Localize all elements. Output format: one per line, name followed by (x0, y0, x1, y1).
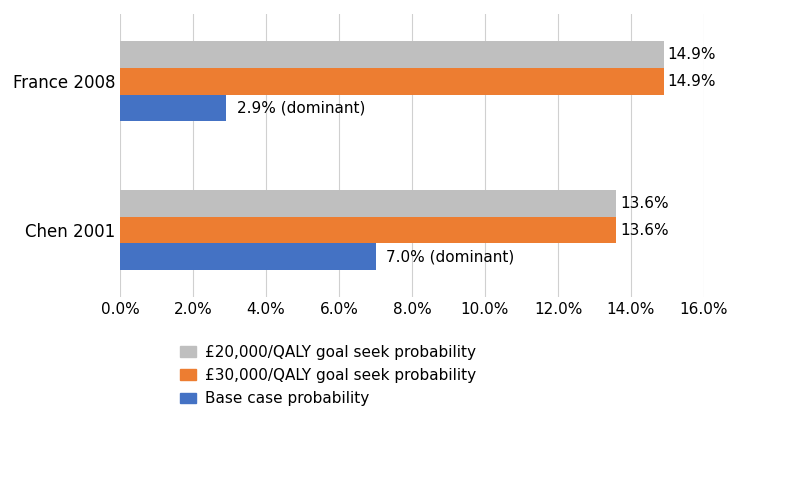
Text: 13.6%: 13.6% (620, 223, 669, 238)
Bar (120, 95, 226, 122)
Text: 13.6%: 13.6% (620, 196, 669, 211)
Text: 2.9% (dominant): 2.9% (dominant) (237, 101, 365, 115)
Text: 14.9%: 14.9% (667, 74, 716, 89)
Legend: £20,000/QALY goal seek probability, £30,000/QALY goal seek probability, Base cas: £20,000/QALY goal seek probability, £30,… (174, 339, 482, 412)
Text: 14.9%: 14.9% (667, 47, 716, 62)
Bar (120, 190, 617, 217)
Bar (120, 68, 664, 95)
Text: 7.0% (dominant): 7.0% (dominant) (386, 250, 514, 264)
Bar (120, 243, 375, 270)
Bar (120, 217, 617, 243)
Bar (120, 41, 664, 68)
